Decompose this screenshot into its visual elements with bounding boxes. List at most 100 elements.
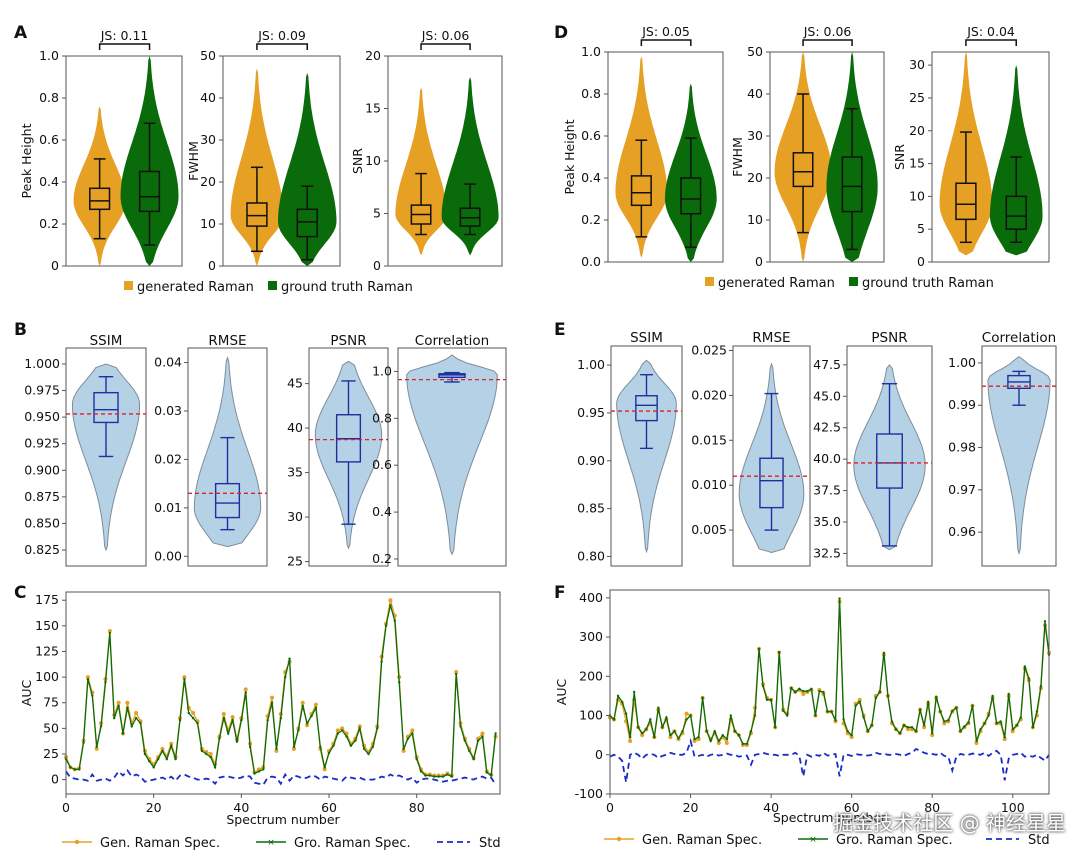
y-tick-label: 20 xyxy=(365,48,381,63)
data-point xyxy=(191,710,196,715)
data-point xyxy=(693,737,696,741)
data-point xyxy=(349,744,353,748)
data-point xyxy=(73,768,76,771)
data-point xyxy=(454,672,458,676)
y-tick-label: 0.04 xyxy=(154,355,182,370)
svg-text:F: F xyxy=(554,583,566,603)
data-point xyxy=(669,733,672,737)
data-point xyxy=(292,745,296,749)
y-tick-label: 175 xyxy=(35,592,59,607)
subplot-title: Correlation xyxy=(415,333,489,349)
subplot-d-2: 0 10 20 30 40 50 FWHM JS: 0.06 xyxy=(730,24,885,269)
data-point xyxy=(1002,737,1007,742)
data-point xyxy=(450,775,453,778)
box-iqr xyxy=(138,170,161,213)
data-point xyxy=(77,768,81,771)
data-point xyxy=(446,773,449,776)
data-point xyxy=(612,718,616,721)
js-bracket xyxy=(802,39,853,46)
y-tick-label: 35 xyxy=(287,465,303,480)
axes-frame xyxy=(65,591,501,795)
data-point xyxy=(749,730,753,733)
y-tick-label: 0 xyxy=(917,254,925,269)
x-tick-label: 100 xyxy=(1001,800,1025,815)
y-tick-label: 0.925 xyxy=(24,436,60,451)
axes-frame xyxy=(609,589,1050,795)
data-point xyxy=(757,647,761,651)
svg-text:E: E xyxy=(554,320,566,340)
y-tick-label: 0 xyxy=(755,254,763,269)
data-point xyxy=(918,708,922,711)
x-axis-label: Spectrum number xyxy=(226,812,340,827)
y-tick-label: 0.8 xyxy=(39,90,59,105)
data-point xyxy=(955,706,958,709)
data-point xyxy=(906,726,910,729)
data-point xyxy=(480,731,485,736)
y-tick-label: 0.00 xyxy=(154,548,182,563)
data-point xyxy=(890,720,894,723)
data-point xyxy=(227,732,230,735)
y-tick-label: 15 xyxy=(909,156,925,171)
legend-d: generated Raman ground truth Raman xyxy=(705,276,994,291)
y-axis-label: FWHM xyxy=(730,137,745,177)
axes-frame xyxy=(65,55,183,267)
data-point xyxy=(95,745,98,749)
data-point xyxy=(922,725,927,730)
y-tick-label: 0.4 xyxy=(39,174,59,189)
data-point xyxy=(850,733,853,737)
data-point xyxy=(1019,716,1023,719)
data-point xyxy=(620,700,624,704)
violin-gen xyxy=(395,87,447,256)
data-point xyxy=(854,704,857,707)
subplot-title: RMSE xyxy=(752,330,790,346)
js-label: JS: 0.06 xyxy=(421,28,470,43)
y-tick-label: 0.85 xyxy=(577,501,605,516)
data-point xyxy=(291,746,296,751)
y-tick-label: 5 xyxy=(917,221,925,236)
data-point xyxy=(221,712,226,717)
axes-frame xyxy=(610,345,683,567)
y-tick-label: 0.900 xyxy=(24,462,60,477)
x-tick-label: 40 xyxy=(763,800,779,815)
data-point xyxy=(472,757,475,761)
data-point xyxy=(209,755,212,759)
data-point xyxy=(125,700,130,705)
y-tick-label: 0.99 xyxy=(948,397,976,412)
y-tick-label: 400 xyxy=(579,590,603,605)
data-point xyxy=(231,718,234,722)
violin-gro xyxy=(441,77,499,256)
y-tick-label: 1.0 xyxy=(39,48,59,63)
data-point xyxy=(441,775,445,778)
data-point xyxy=(668,735,673,740)
data-point xyxy=(721,733,724,737)
data-point xyxy=(86,677,90,681)
data-point xyxy=(858,700,861,704)
data-point xyxy=(1010,729,1015,734)
data-point xyxy=(205,752,208,756)
subplot-title: Correlation xyxy=(982,330,1056,346)
data-point xyxy=(485,771,489,774)
x-tick-label: 60 xyxy=(321,800,337,815)
data-point xyxy=(1007,692,1010,696)
data-point xyxy=(790,686,793,690)
panel-label-c: C xyxy=(14,583,26,603)
x-tick-label: 60 xyxy=(844,800,860,815)
subplot-title: RMSE xyxy=(208,333,246,349)
y-tick-label: 0.03 xyxy=(154,403,182,418)
axes-frame xyxy=(981,345,1057,567)
box-iqr xyxy=(955,182,977,221)
legend-d-gro-swatch xyxy=(849,277,858,286)
data-point xyxy=(745,742,749,745)
data-point xyxy=(134,710,139,715)
y-tick-label: 0.010 xyxy=(691,477,727,492)
data-point xyxy=(995,722,998,725)
data-point xyxy=(130,725,133,728)
data-point xyxy=(657,706,660,709)
data-point xyxy=(459,725,462,728)
data-point xyxy=(640,733,645,738)
data-point xyxy=(134,716,138,720)
data-point xyxy=(244,691,247,694)
data-point xyxy=(692,739,697,744)
violin-gen xyxy=(774,52,832,262)
box-iqr xyxy=(89,187,111,211)
